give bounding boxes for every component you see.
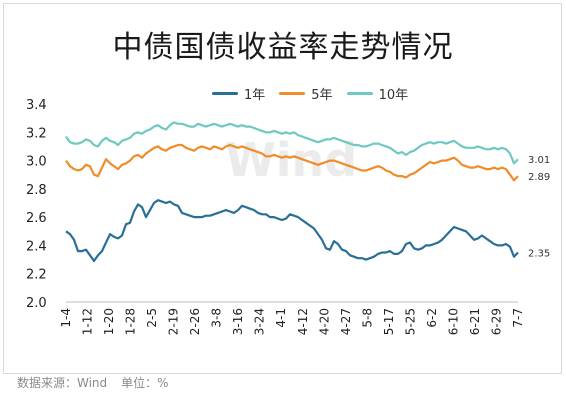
y-tick-label: 3.0 (26, 155, 47, 170)
legend-item-5y: 5年 (279, 84, 333, 103)
data-source-note: 数据来源：Wind (17, 376, 108, 390)
chart-footer: 数据来源：Wind 单位：% (17, 374, 169, 391)
x-tick-label: 2-26 (188, 308, 202, 335)
x-tick-label: 3-16 (231, 308, 245, 335)
end-value-label: 2.35 (528, 249, 550, 260)
legend-swatch-5y (279, 92, 306, 95)
x-tick-label: 2-19 (167, 308, 181, 335)
series-line-5y (65, 143, 519, 182)
legend-label-10y: 10年 (378, 88, 409, 103)
y-tick-label: 2.8 (26, 183, 47, 198)
series-line-1y (65, 199, 519, 263)
y-tick-label: 3.2 (26, 126, 47, 141)
x-tick-label: 6-10 (446, 308, 460, 335)
x-tick-label: 4-27 (339, 308, 353, 335)
x-tick-label: 4-20 (317, 308, 331, 335)
end-value-label: 3.01 (528, 155, 550, 166)
legend-label-5y: 5年 (311, 88, 333, 103)
y-tick-label: 2.2 (26, 268, 47, 283)
x-tick-label: 6-29 (489, 308, 503, 335)
watermark: Wind (225, 133, 357, 187)
x-axis: 1-4 1-12 1-20 1-28 2-5 2-19 2-26 3-8 3-16 3-24 4-1… (59, 308, 525, 335)
legend-item-1y: 1年 (212, 84, 265, 103)
x-tick-label: 6-2 (425, 308, 439, 328)
legend-swatch-10y (346, 92, 373, 95)
end-value-label: 2.89 (528, 172, 550, 183)
legend-label-1y: 1年 (244, 88, 266, 103)
x-tick-label: 7-7 (511, 308, 525, 328)
x-tick-label: 1-12 (81, 308, 95, 335)
y-tick-label: 3.4 (26, 98, 47, 113)
end-labels: 2.35 2.89 3.01 (528, 155, 550, 259)
series-lines (65, 121, 519, 263)
series-line-10y (65, 121, 519, 165)
y-tick-label: 2.4 (26, 239, 47, 254)
x-tick-label: 5-8 (360, 308, 374, 328)
x-tick-label: 5-25 (403, 308, 417, 335)
chart-card (3, 3, 562, 374)
legend-item-10y: 10年 (346, 84, 409, 103)
y-axis: 3.4 3.2 3.0 2.8 2.6 2.4 2.2 2.0 (26, 98, 47, 311)
x-tick-label: 1-4 (59, 308, 73, 328)
x-tick-label: 3-24 (253, 308, 267, 335)
x-tick-label: 5-17 (382, 308, 396, 335)
x-tick-label: 6-21 (468, 308, 482, 335)
x-tick-label: 1-28 (124, 308, 138, 335)
x-tick-label: 3-8 (210, 308, 224, 328)
x-tick-label: 4-1 (274, 308, 288, 328)
legend-swatch-1y (212, 92, 238, 95)
x-tick-label: 1-20 (102, 308, 116, 335)
unit-note: 单位：% (121, 376, 169, 390)
y-tick-label: 2.6 (26, 211, 47, 226)
chart-title: 中债国债收益率走势情况 (112, 30, 454, 65)
y-tick-label: 2.0 (26, 296, 47, 311)
x-tick-label: 2-5 (145, 308, 159, 328)
chart-legend: 1年 5年 10年 (212, 84, 408, 103)
x-tick-label: 4-12 (296, 308, 310, 335)
